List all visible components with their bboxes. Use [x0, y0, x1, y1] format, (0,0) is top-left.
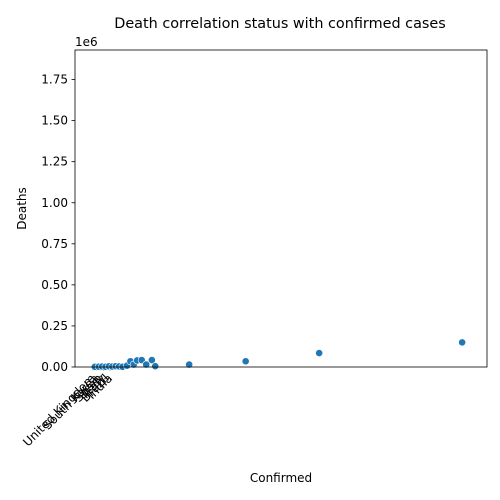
- data-point: [315, 349, 324, 357]
- data-point: [185, 360, 194, 369]
- y-tick-label: 1.00: [41, 196, 68, 210]
- data-points: [90, 338, 467, 371]
- data-point: [147, 356, 156, 365]
- y-tick-label: 0.25: [41, 319, 68, 333]
- y-tick-label: 1.25: [41, 155, 68, 169]
- y-axis-label: Deaths: [15, 187, 29, 230]
- data-point: [458, 338, 467, 347]
- y-tick-label: 0.75: [41, 237, 68, 251]
- plot-frame: [74, 49, 488, 368]
- data-point: [241, 357, 250, 366]
- chart-title: Death correlation status with confirmed …: [114, 16, 446, 32]
- data-point: [151, 362, 160, 371]
- y-tick-label: 0.50: [41, 278, 68, 292]
- data-point: [142, 360, 151, 369]
- y-axis-ticks: 0.00 0.25 0.50 0.75 1.00 1.25 1.50 1.75: [41, 73, 75, 374]
- y-tick-label: 1.50: [41, 114, 68, 128]
- x-axis-label: Confirmed: [250, 471, 312, 485]
- y-tick-label: 1.75: [41, 73, 68, 87]
- y-offset-label: 1e6: [75, 35, 98, 49]
- y-tick-label: 0.00: [41, 360, 68, 374]
